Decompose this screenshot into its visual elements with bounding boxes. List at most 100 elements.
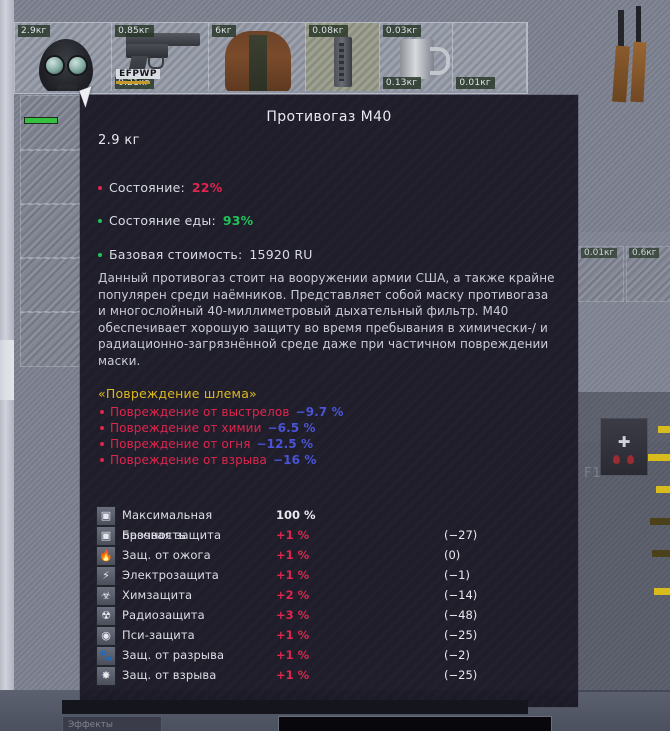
slot-weight-label: 2.9кг [18,25,51,37]
quickslot-label: F1 [584,466,602,481]
status-bar [656,486,670,493]
hotbar-slot-gas-mask[interactable]: 2.9кг [15,23,113,91]
bullet-dot-icon [98,252,102,257]
attribute-row-food-condition: Состояние еды: 93% [98,213,253,228]
status-bar [650,518,670,525]
blood-drop-icon [613,455,620,464]
inventory-cell[interactable] [20,311,84,367]
slot-weight-label: 0.01кг [581,248,618,258]
damage-section-header: «Повреждение шлема» [98,386,257,401]
stat-delta: (−25) [444,668,478,682]
hotbar-slot-coat[interactable]: 6кг [209,23,307,91]
bottom-console-panel[interactable] [278,716,552,731]
slot-weight-label: 0.08кг [309,25,348,37]
lightning-icon: ⚡ [96,566,116,586]
stat-delta: (−1) [444,568,470,582]
damage-row-gunfire: Повреждение от выстрелов −9.7 % [100,405,344,419]
table-row: ◉ Пси-защита +1 % (−25) [96,625,516,646]
stats-table: ▣ Максимальная 100 % ▣ прочность Базовая… [96,505,516,686]
table-row: ☣ Химзащита +2 % (−14) [96,585,516,606]
bullet-dot-icon [98,185,102,190]
rifle-barrel-icon [618,10,624,52]
damage-label: Повреждение от огня [110,437,251,451]
mug-icon [380,23,453,91]
stat-delta: (−14) [444,588,478,602]
bullet-dot-icon [98,218,102,223]
vest-icon: ▣ [96,506,116,526]
hotbar-slot-mug[interactable]: 0.03кг 0.13кг [379,23,454,91]
stat-name: Максимальная [122,508,213,522]
table-row: 🐾 Защ. от разрыва +1 % (−2) [96,645,516,666]
inventory-cell[interactable] [20,203,84,259]
stat-delta: (−27) [444,528,478,542]
slot-weight-label: 0.03кг [382,25,422,37]
table-row: ✸ Защ. от взрыва +1 % (−25) [96,665,516,686]
biohazard-icon: ☣ [96,586,116,606]
stat-name: Защ. от разрыва [122,648,225,662]
table-row: ☢ Радиозащита +3 % (−48) [96,605,516,626]
bottom-dark-bar [62,700,528,714]
inventory-cell[interactable] [20,149,84,205]
stat-name: Химзащита [122,588,193,602]
stat-value: +1 % [276,628,310,642]
status-bar [646,454,670,461]
status-bar [658,426,670,433]
slot-weight-label: 0.85кг [115,25,154,37]
stat-name: Защ. от взрыва [122,668,217,682]
hotbar[interactable]: 2.9кг 0.85кг EFPWP 0.21кг 6кг 0.08кг [14,22,528,94]
right-inventory-grid[interactable]: 0.01кг 0.6кг [578,232,670,442]
item-weight: 2.9 кг [98,133,140,148]
bottom-left-panel[interactable] [62,716,162,731]
stat-value: +2 % [276,588,310,602]
attribute-label: Состояние еды: [109,213,216,228]
damage-value: −6.5 % [267,421,316,435]
stat-value: +1 % [276,528,310,542]
inventory-cell[interactable] [20,257,84,313]
background-wall-highlight [0,340,14,400]
stat-delta: (0) [444,548,461,562]
stat-value: +1 % [276,648,310,662]
damage-row-explosion: Повреждение от взрыва −16 % [100,453,316,467]
stat-delta: (−48) [444,608,478,622]
attribute-row-base-price: Базовая стоимость: 15920 RU [98,247,313,262]
slot-tag-label: EFPWP [116,69,161,79]
stat-value: +1 % [276,668,310,682]
rifle-barrel-icon [636,6,641,50]
left-inventory-grid[interactable] [20,95,84,385]
slot-weight-label: 0.6кг [629,248,660,258]
status-bar [654,588,670,595]
burn-icon: 🔥 [96,546,116,566]
status-bar [652,550,670,557]
hotbar-slot-pistol[interactable]: 0.85кг EFPWP 0.21кг [112,23,210,91]
stat-name-overlap: Базовая защита [122,528,222,542]
claw-icon: 🐾 [96,646,116,666]
medkit-icon[interactable]: ✚ [600,418,648,476]
slot-weight-label: 6кг [212,25,236,37]
table-row: ▣ прочность Базовая защита +1 % (−27) [96,525,516,546]
psi-icon: ◉ [96,626,116,646]
stat-value: +3 % [276,608,310,622]
item-description: Данный противогаз стоит на вооружении ар… [98,271,555,368]
stat-value: +1 % [276,548,310,562]
damage-value: −16 % [273,453,317,467]
magazine-icon [306,23,379,91]
explosion-icon: ✸ [96,666,116,686]
damage-label: Повреждение от химии [110,421,262,435]
durability-bar [24,117,58,124]
attribute-label: Состояние: [109,180,185,195]
bottom-left-label: Эффекты [68,720,113,730]
hotbar-slot-empty[interactable]: 0.01кг [453,23,527,91]
attribute-row-condition: Состояние: 22% [98,180,222,195]
hotbar-slot-magazine[interactable]: 0.08кг [306,23,380,91]
attribute-label: Базовая стоимость: [109,247,243,262]
stat-name: Электрозащита [122,568,219,582]
table-row: ▣ Максимальная 100 % [96,505,516,526]
attribute-value: 93% [222,213,254,228]
medkit-cross-icon: ✚ [617,433,631,451]
damage-label: Повреждение от выстрелов [110,405,290,419]
stat-name: Радиозащита [122,608,205,622]
attribute-value: 22% [191,180,223,195]
coat-icon [209,23,305,91]
damage-row-fire: Повреждение от огня −12.5 % [100,437,313,451]
